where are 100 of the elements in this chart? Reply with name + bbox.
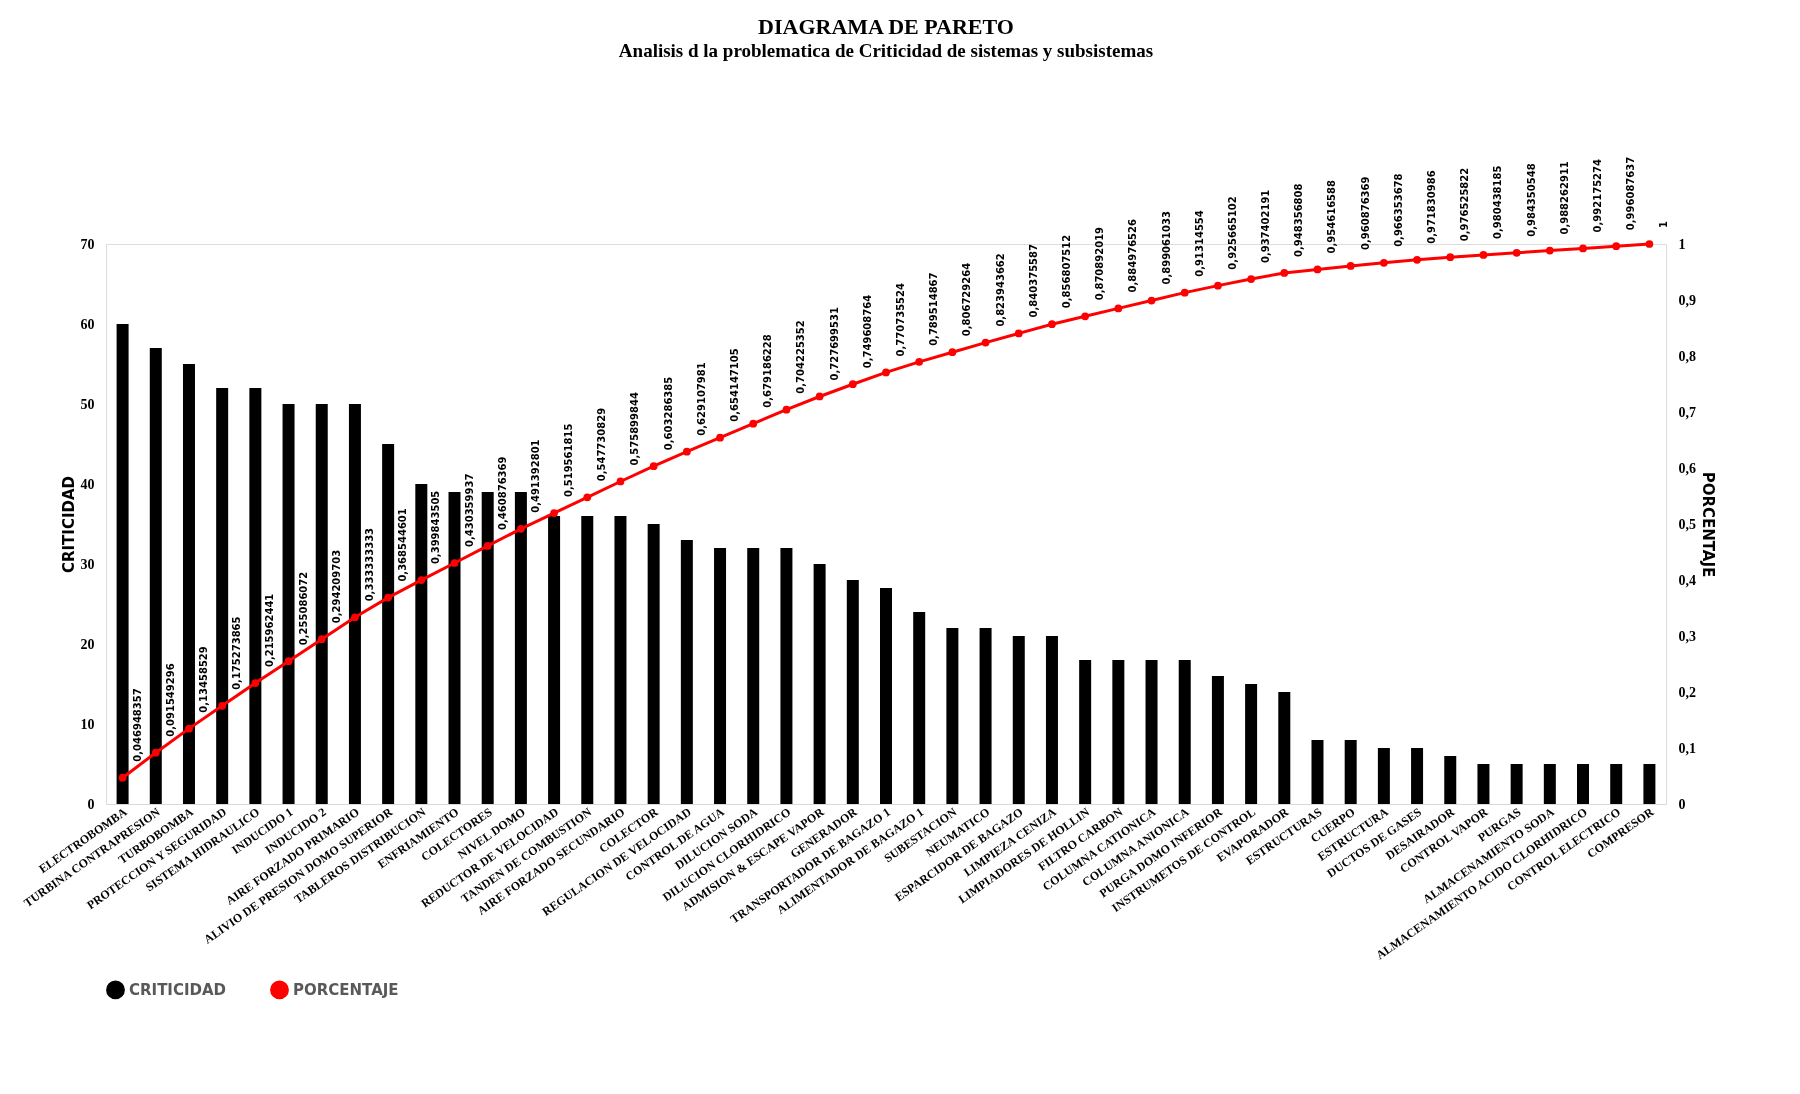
- data-label: 0,547730829: [596, 407, 608, 482]
- bar: [149, 348, 162, 804]
- point: [1579, 244, 1587, 253]
- point: [251, 679, 260, 687]
- bar: [1245, 684, 1258, 804]
- point: [317, 635, 326, 644]
- point: [682, 447, 691, 456]
- point: [1313, 265, 1322, 274]
- data-label: 0,870892019: [1094, 226, 1106, 301]
- bar: [1112, 660, 1125, 804]
- data-label: 0,255086072: [297, 571, 309, 646]
- bar: [182, 364, 195, 804]
- data-label: 0,704225352: [795, 320, 807, 394]
- data-label: 0,13458529: [197, 646, 209, 713]
- data-label: 0,91314554: [1193, 210, 1205, 277]
- point: [1512, 248, 1521, 257]
- point: [915, 358, 924, 366]
- bar: [581, 516, 594, 804]
- point: [1446, 253, 1455, 262]
- point: [1346, 262, 1355, 270]
- data-label: 0,937402191: [1260, 189, 1272, 264]
- bar: [315, 404, 328, 804]
- data-label: 0,333333333: [363, 527, 375, 602]
- data-label: 0,749608764: [861, 294, 873, 369]
- bar: [348, 404, 361, 804]
- point: [550, 509, 558, 517]
- data-label: 0,823943662: [994, 253, 1006, 327]
- y2-axis-title: PORCENTAJE: [1699, 471, 1717, 578]
- data-label: 0,884976526: [1127, 218, 1139, 293]
- point: [782, 405, 791, 414]
- bar: [1079, 660, 1092, 804]
- data-label: 0,575899844: [629, 392, 641, 466]
- bar: [1012, 636, 1025, 804]
- bar: [1577, 764, 1590, 804]
- point: [1612, 242, 1621, 251]
- y-tick-label: 60: [80, 316, 95, 332]
- y-tick-label: 30: [80, 556, 95, 572]
- data-label: 0,980438185: [1492, 165, 1504, 239]
- bar: [614, 516, 627, 804]
- data-label: 0,996087637: [1625, 156, 1637, 231]
- y-tick-label: 10: [80, 716, 95, 732]
- bar: [481, 492, 494, 804]
- legend-label: CRITICIDAD: [129, 980, 227, 999]
- bar: [1444, 756, 1457, 804]
- bar: [1211, 676, 1224, 804]
- point: [1413, 255, 1421, 264]
- y2-tick-label: 0,5: [1678, 516, 1696, 532]
- point: [218, 701, 227, 710]
- point: [417, 576, 426, 584]
- bar: [813, 564, 826, 804]
- point: [118, 773, 127, 782]
- data-label: 0,856807512: [1060, 234, 1072, 309]
- data-label: 0,368544601: [397, 508, 409, 582]
- point: [1214, 281, 1222, 290]
- point: [848, 380, 857, 389]
- data-label: 0,519561815: [563, 423, 575, 498]
- bar: [216, 388, 229, 804]
- point: [1081, 312, 1090, 321]
- point: [1048, 320, 1056, 329]
- data-label: 0,992175274: [1592, 158, 1604, 233]
- bar: [382, 444, 395, 804]
- y-tick-label: 20: [80, 636, 95, 652]
- data-label: 0,899061033: [1160, 211, 1172, 285]
- data-label: 0,806729264: [961, 262, 973, 337]
- data-label: 0,294209703: [330, 549, 342, 624]
- point: [981, 338, 990, 347]
- data-label: 0,430359937: [463, 473, 475, 547]
- bar: [946, 628, 959, 804]
- data-label: 0,629107981: [695, 362, 707, 436]
- bar: [979, 628, 992, 804]
- point: [1114, 304, 1123, 313]
- y2-tick-label: 0,3: [1678, 628, 1696, 644]
- point: [815, 392, 824, 401]
- point: [284, 657, 293, 666]
- y2-tick-label: 0,6: [1678, 460, 1696, 476]
- bar: [548, 516, 561, 804]
- point: [1545, 246, 1554, 255]
- point: [1479, 251, 1488, 259]
- bar: [747, 548, 760, 804]
- y2-tick-label: 0,9: [1678, 292, 1696, 308]
- bar: [1411, 748, 1424, 804]
- bar: [1643, 764, 1656, 804]
- point: [1147, 296, 1156, 305]
- bar: [1543, 764, 1556, 804]
- y-tick-label: 40: [80, 476, 95, 492]
- point: [483, 542, 492, 550]
- data-label: 0,988262911: [1558, 161, 1570, 235]
- chart-subtitle: Analisis d la problematica de Criticidad de sistemas y subsistemas: [618, 39, 1154, 61]
- data-label: 0,215962441: [264, 593, 276, 668]
- point: [948, 348, 957, 357]
- chart-title: DIAGRAMA DE PARETO: [758, 13, 1014, 39]
- y-tick-label: 0: [87, 796, 95, 812]
- data-label: 0,175273865: [231, 616, 243, 690]
- bar: [1344, 740, 1357, 804]
- bar: [647, 524, 660, 804]
- y2-tick-label: 0,1: [1678, 740, 1696, 756]
- point: [450, 559, 459, 567]
- data-label: 0,971830986: [1426, 170, 1438, 244]
- bar: [1311, 740, 1324, 804]
- data-label: 0,046948357: [131, 688, 143, 762]
